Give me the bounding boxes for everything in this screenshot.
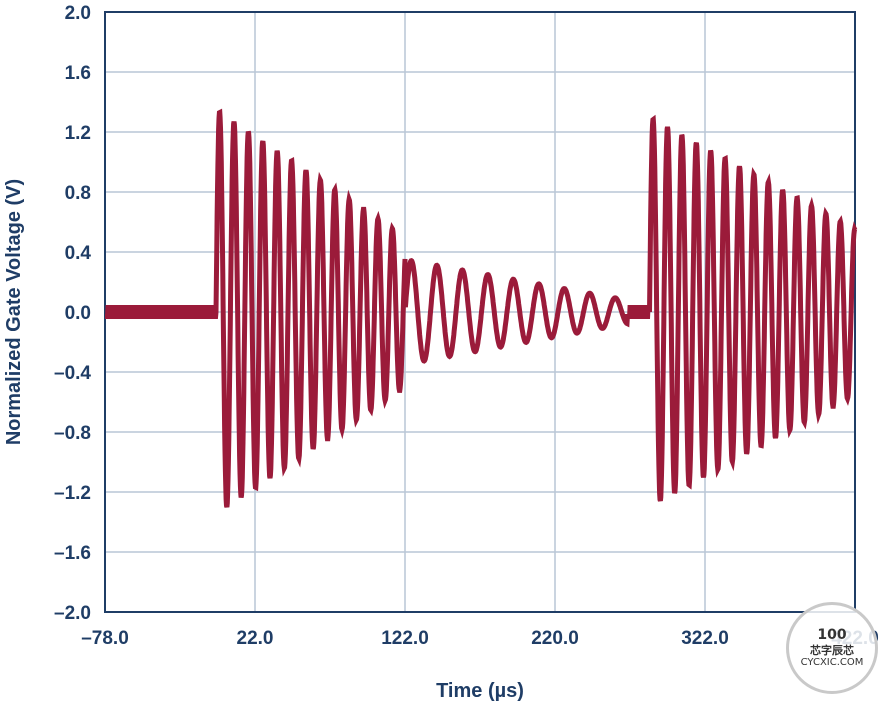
series-layer bbox=[105, 108, 858, 508]
y-tick-label: 0.4 bbox=[65, 243, 92, 264]
watermark-chinese: 芯字辰芯 bbox=[810, 643, 854, 657]
y-tick-label: –0.8 bbox=[54, 423, 91, 444]
x-tick-label: 220.0 bbox=[531, 628, 579, 649]
y-tick-label: –0.4 bbox=[54, 363, 91, 384]
y-tick-label: 1.2 bbox=[65, 123, 91, 144]
x-axis-label: Time (µs) bbox=[436, 680, 524, 702]
y-tick-label: –2.0 bbox=[54, 603, 91, 624]
y-tick-label: 1.6 bbox=[65, 63, 91, 84]
y-tick-label: –1.6 bbox=[54, 543, 91, 564]
x-tick-label: 122.0 bbox=[381, 628, 429, 649]
x-tick-label: –78.0 bbox=[81, 628, 129, 649]
y-tick-label: 0.8 bbox=[65, 183, 91, 204]
x-tick-label: 322.0 bbox=[681, 628, 729, 649]
y-tick-label: –1.2 bbox=[54, 483, 91, 504]
series-line bbox=[105, 108, 858, 508]
x-tick-label: 22.0 bbox=[237, 628, 274, 649]
watermark-logo: 100 芯字辰芯 CYCXIC.COM bbox=[786, 602, 878, 694]
y-axis-label: Normalized Gate Voltage (V) bbox=[3, 179, 25, 445]
watermark-number: 100 bbox=[817, 627, 847, 643]
plot-frame bbox=[104, 11, 856, 613]
y-tick-label: 0.0 bbox=[65, 303, 91, 324]
watermark-site: CYCXIC.COM bbox=[800, 656, 864, 668]
y-tick-label: 2.0 bbox=[65, 3, 91, 24]
